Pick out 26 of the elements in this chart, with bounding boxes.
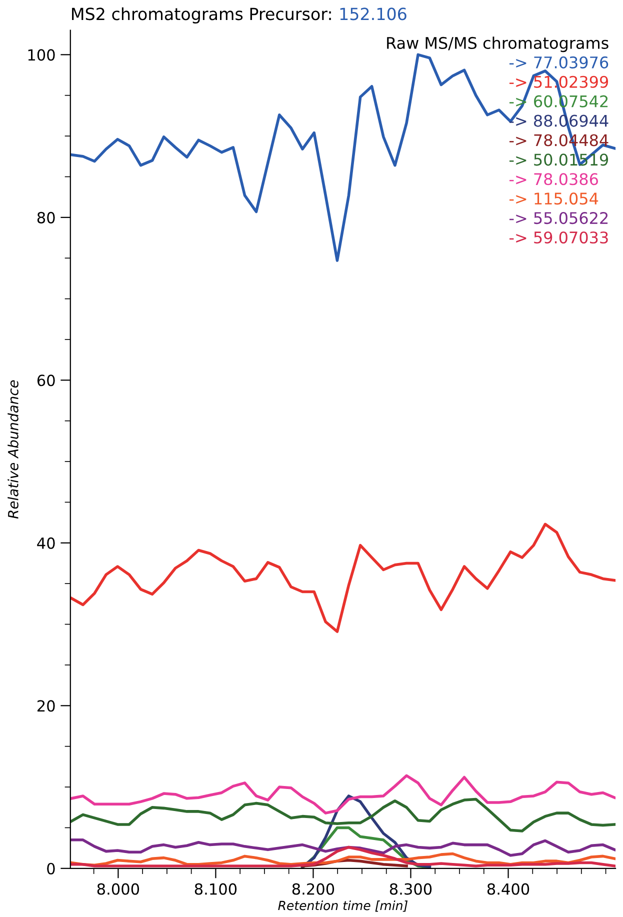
text: -> 78.0386 xyxy=(509,173,598,186)
chart-subtitle: 152.106 xyxy=(340,8,406,20)
x-tick-label: 8.400 xyxy=(487,883,530,895)
line-series xyxy=(70,522,616,633)
y-tick-label: 20 xyxy=(37,700,55,712)
x-tick-label: 8.300 xyxy=(390,883,432,895)
text: -> 55.05622 xyxy=(509,212,608,224)
x-tick-label: 8.100 xyxy=(194,883,237,895)
legend-title: Raw MS/MS chromatograms xyxy=(387,36,608,52)
line-series xyxy=(70,53,616,262)
y-tick-label: 0 xyxy=(47,862,55,874)
y-tick-label: 60 xyxy=(37,374,55,386)
line-series xyxy=(70,798,616,832)
line-series xyxy=(70,838,616,857)
y-tick-label: 40 xyxy=(37,537,55,549)
x-tick-label: 8.200 xyxy=(292,883,334,895)
y-tick-label: 80 xyxy=(37,212,55,224)
y-axis-title: Relative Abundance xyxy=(8,380,18,519)
y-tick-label: 100 xyxy=(28,49,55,61)
line-series xyxy=(70,774,616,814)
text: -> 59.07033 xyxy=(509,231,608,244)
x-axis-title: Retention time [min] xyxy=(278,900,408,912)
text: -> 115.054 xyxy=(509,192,598,205)
chart-title: MS2 chromatograms Precursor: xyxy=(72,7,331,24)
x-tick-label: 8.000 xyxy=(97,883,140,895)
series-label: -> 77.03976 xyxy=(509,56,608,68)
